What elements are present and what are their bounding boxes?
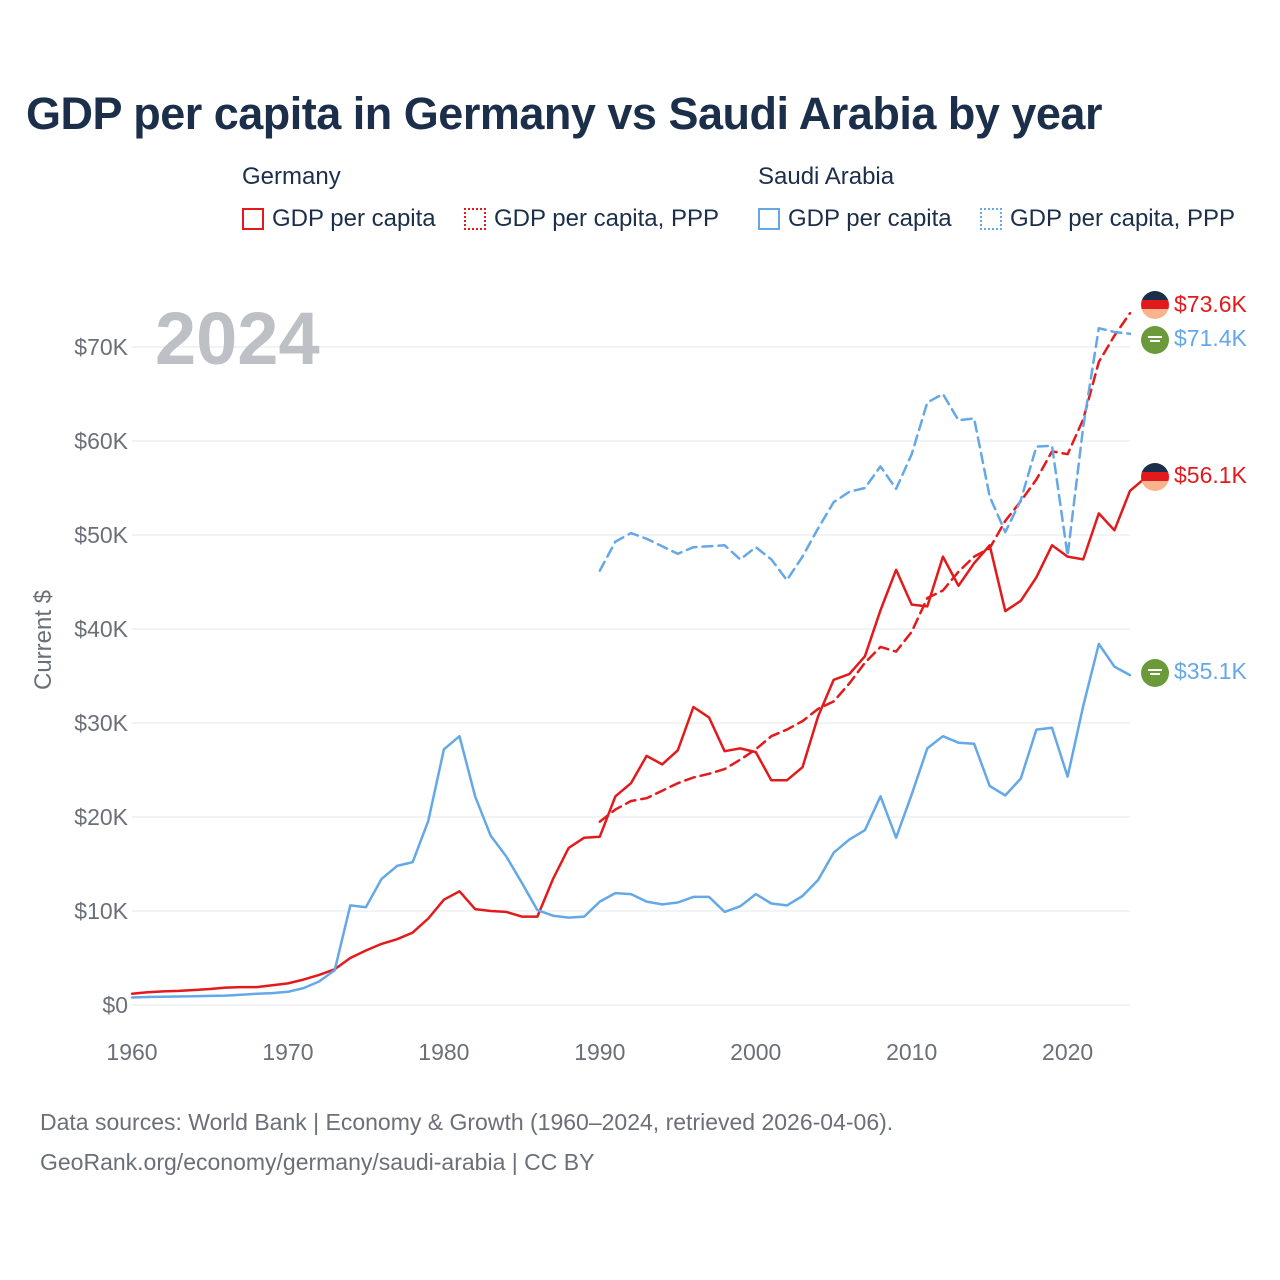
x-axis-ticks: 1960 1970 1980 1990 2000 2010 2020 [106,1039,1093,1065]
x-tick-label: 2000 [730,1039,781,1065]
legend-item-germany-gdp[interactable]: GDP per capita [242,205,436,233]
end-label-germany-ppp: $73.6K [1174,291,1248,317]
legend-label: GDP per capita, PPP [494,205,719,232]
chart-title: GDP per capita in Germany vs Saudi Arabi… [26,88,1102,139]
x-tick-label: 1960 [106,1039,157,1065]
legend-item-saudi-ppp[interactable]: GDP per capita, PPP [980,205,1235,233]
legend-swatch-solid [242,208,264,230]
y-tick-label: $60K [74,428,128,454]
legend-swatch-dotted [464,208,486,230]
end-label-saudi-gdp: $35.1K [1174,658,1248,684]
y-axis-ticks: $0 $10K $20K $30K $40K $50K $60K $70K [74,334,128,1018]
end-labels: $73.6K $71.4K $56.1K $35.1K [1141,291,1248,687]
series-line-1 [598,311,1132,823]
legend-group-germany: Germany [242,163,341,190]
germany-flag-icon [1141,291,1169,319]
x-tick-label: 1990 [574,1039,625,1065]
y-axis-label: Current $ [30,590,57,690]
y-tick-label: $70K [74,334,128,360]
y-tick-label: $0 [102,992,128,1018]
legend-item-germany-ppp[interactable]: GDP per capita, PPP [464,205,719,233]
germany-flag-icon [1141,463,1169,491]
y-tick-label: $10K [74,898,128,924]
legend-swatch-dotted [980,208,1002,230]
y-tick-label: $30K [74,710,128,736]
series-line-3 [598,326,1132,582]
legend-label: GDP per capita [272,205,436,232]
y-tick-label: $50K [74,522,128,548]
year-label: 2024 [155,297,320,380]
series-line-2 [130,642,1132,999]
line-chart: $0$10K$20K$30K$40K$50K$60K$70K 1960 1970 1… [30,291,1248,1065]
footer-sources: Data sources: World Bank | Economy & Gro… [40,1109,894,1135]
legend-item-saudi-gdp[interactable]: GDP per capita [758,205,952,233]
x-tick-label: 1970 [262,1039,313,1065]
legend-group-saudi-arabia: Saudi Arabia [758,163,895,190]
end-label-germany-gdp: $56.1K [1174,462,1248,488]
x-tick-label: 2010 [886,1039,937,1065]
series-lines [130,311,1147,999]
legend-label: GDP per capita, PPP [1010,205,1235,232]
legend-swatch-solid [758,208,780,230]
y-tick-label: $40K [74,616,128,642]
end-label-saudi-ppp: $71.4K [1174,325,1248,351]
saudi-arabia-flag-icon [1141,659,1169,687]
legend-label: GDP per capita [788,205,952,232]
x-tick-label: 2020 [1042,1039,1093,1065]
series-line-0 [130,476,1147,995]
x-tick-label: 1980 [418,1039,469,1065]
grid-lines [132,346,1130,1006]
saudi-arabia-flag-icon [1141,326,1169,354]
y-tick-label: $20K [74,804,128,830]
footer-attribution[interactable]: GeoRank.org/economy/germany/saudi-arabia… [40,1149,595,1175]
